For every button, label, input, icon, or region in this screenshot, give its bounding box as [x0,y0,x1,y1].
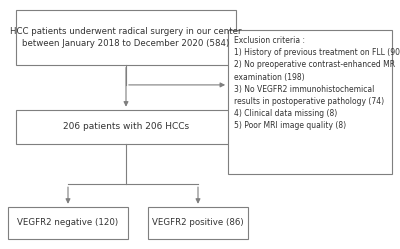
FancyBboxPatch shape [16,110,236,144]
Text: VEGFR2 negative (120): VEGFR2 negative (120) [18,218,118,227]
Text: VEGFR2 positive (86): VEGFR2 positive (86) [152,218,244,227]
Text: 206 patients with 206 HCCs: 206 patients with 206 HCCs [63,123,189,131]
FancyBboxPatch shape [16,10,236,65]
Text: Exclusion criteria :
1) History of previous treatment on FLL (90)
2) No preopera: Exclusion criteria : 1) History of previ… [234,36,400,130]
Text: HCC patients underwent radical surgery in our center
between January 2018 to Dec: HCC patients underwent radical surgery i… [10,27,242,48]
FancyBboxPatch shape [8,207,128,239]
FancyBboxPatch shape [148,207,248,239]
FancyBboxPatch shape [228,30,392,174]
